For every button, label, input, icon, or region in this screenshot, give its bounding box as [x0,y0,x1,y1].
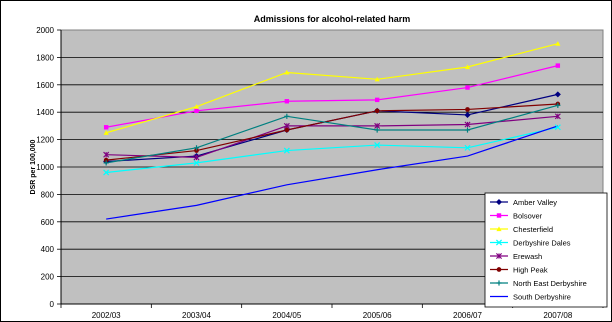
series-line-south-derbyshire [106,125,559,220]
data-point-high-peak [284,127,290,133]
data-point-derbyshire-dales-stroke [554,124,561,131]
data-point-amber-valley [464,111,471,118]
data-point-high-peak [103,157,109,163]
x-tick-label: 2007/08 [543,311,572,320]
legend-item: Amber Valley [490,198,557,207]
legend-item: South Derbyshire [490,292,571,301]
data-point-chesterfield [103,130,109,135]
y-tick-label: 800 [41,190,55,199]
legend-item: Bolsover [490,211,543,220]
data-point-bolsover [374,97,380,103]
y-tick-label: 1000 [36,163,54,172]
chart-title: Admissions for alcohol-related harm [254,14,411,24]
legend-label: Amber Valley [513,198,557,207]
legend-label: Derbyshire Dales [513,238,571,247]
series-line-chesterfield [106,43,558,134]
data-point-derbyshire-dales [374,142,381,149]
legend-swatch-marker [496,226,502,232]
y-tick-label: 1400 [36,108,54,117]
data-point-derbyshire-dales [103,169,110,176]
legend-swatch-marker [496,253,502,259]
y-tick-label: 0 [50,300,55,309]
data-point-high-peak [374,108,380,114]
data-point-derbyshire-dales [554,124,561,131]
y-tick-label: 600 [41,218,55,227]
data-point-derbyshire-dales-stroke [374,142,381,149]
data-point-high-peak [465,107,470,112]
legend-box [484,192,608,308]
legend-swatch-marker [496,213,502,218]
data-point-chesterfield [374,76,380,82]
data-point-north-east-derbyshire [555,102,561,108]
y-tick-label: 1200 [36,136,54,145]
data-point-amber-valley [554,91,561,98]
y-tick-label: 1600 [36,81,54,90]
legend-label: North East Derbyshire [513,279,587,288]
series-line-erewash [106,115,558,159]
data-point-chesterfield [193,104,200,109]
data-point-bolsover [465,85,470,90]
data-point-north-east-derbyshire [464,127,471,133]
legend-swatch-marker [496,280,502,286]
data-point-derbyshire-dales [193,159,200,166]
data-point-bolsover [194,108,199,114]
series-line-bolsover [106,65,558,128]
y-tick-label: 400 [41,245,55,254]
data-point-chesterfield [464,64,471,70]
legend-item: Chesterfield [490,225,553,234]
data-point-high-peak [194,148,199,153]
x-tick-label: 2004/05 [272,311,301,320]
data-point-derbyshire-dales [283,147,290,154]
data-point-north-east-derbyshire [284,113,290,119]
data-point-north-east-derbyshire [193,145,200,151]
legend-item: Erewash [490,252,542,261]
data-point-bolsover [555,63,561,68]
series-line-high-peak [106,103,558,161]
legend-item: North East Derbyshire [490,279,587,288]
legend-swatch-marker [495,198,503,206]
legend-label: South Derbyshire [513,292,571,301]
series-line-north-east-derbyshire [106,104,558,164]
legend-swatch-marker-stroke [495,239,503,246]
data-point-erewash [283,122,290,129]
data-point-north-east-derbyshire [103,160,109,166]
series-line-derbyshire-dales [106,126,558,174]
data-point-erewash [103,151,110,158]
data-point-chesterfield [555,41,561,46]
legend-swatch-marker [496,267,502,272]
legend-item: High Peak [490,265,548,274]
y-tick-label: 1800 [36,53,54,62]
x-tick-label: 2006/07 [453,311,482,320]
data-point-erewash [193,154,200,161]
data-point-derbyshire-dales-stroke [193,159,200,166]
legend-label: Chesterfield [513,225,553,234]
legend-item: Derbyshire Dales [490,238,571,247]
legend-swatch-marker [495,239,503,246]
data-point-erewash [464,121,471,128]
y-axis-label: DSR per 100,000 [30,139,37,194]
legend: Amber Valley Bolsover Chesterfield Derbyshi… [484,192,608,308]
legend-label: Erewash [513,252,542,261]
data-point-derbyshire-dales-stroke [464,144,471,151]
data-point-bolsover [103,125,109,130]
x-tick-label: 2002/03 [92,311,121,320]
data-point-derbyshire-dales-stroke [283,147,290,154]
legend-label: Bolsover [513,211,543,220]
y-tick-label: 2000 [36,26,54,35]
data-point-north-east-derbyshire [374,127,380,133]
data-point-bolsover [284,99,290,104]
x-tick-label: 2003/04 [182,311,211,320]
y-tick-label: 200 [41,273,55,282]
legend-label: High Peak [513,265,548,274]
data-point-chesterfield [284,69,290,75]
data-point-derbyshire-dales [464,144,471,151]
data-point-erewash [554,113,561,120]
x-tick-label: 2005/06 [363,311,392,320]
data-point-derbyshire-dales-stroke [103,169,110,176]
